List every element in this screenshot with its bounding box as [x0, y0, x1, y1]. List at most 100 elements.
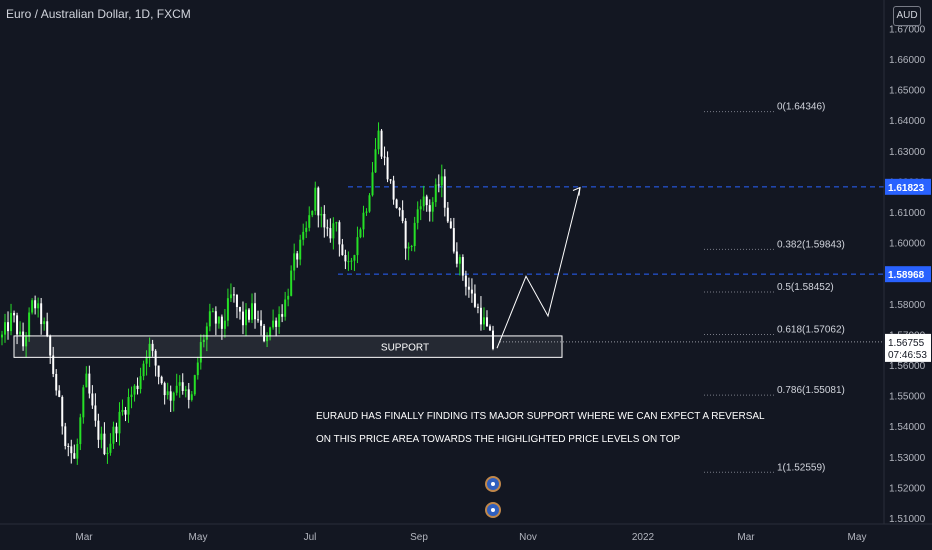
candle	[172, 391, 175, 412]
y-tick-label: 1.61000	[889, 208, 926, 219]
candle	[190, 391, 193, 402]
candle	[160, 375, 163, 385]
candle	[437, 174, 440, 193]
y-tick-label: 1.51000	[889, 514, 926, 525]
candle	[37, 297, 40, 318]
candle	[175, 373, 178, 396]
candle	[320, 206, 323, 228]
candle	[223, 309, 226, 338]
candle	[121, 399, 124, 416]
candle	[73, 444, 76, 459]
candle	[362, 205, 365, 238]
candle	[214, 306, 217, 336]
price-label-lower: 1.58968	[885, 266, 931, 283]
candle	[476, 303, 479, 314]
candle	[58, 385, 61, 398]
candle	[458, 254, 461, 276]
candle	[422, 185, 425, 211]
candle	[317, 186, 320, 228]
candle	[488, 324, 491, 331]
candle	[248, 308, 251, 323]
candle	[368, 193, 371, 213]
x-tick-label: May	[189, 532, 208, 543]
candle	[383, 146, 386, 166]
candle	[169, 385, 172, 412]
candle	[287, 288, 290, 307]
candle	[34, 295, 37, 315]
candle	[70, 439, 73, 464]
candle	[266, 332, 269, 348]
candle	[64, 422, 67, 450]
y-tick-label: 1.55000	[889, 392, 926, 403]
candle	[401, 200, 404, 224]
candle	[293, 243, 296, 281]
y-tick-label: 1.65000	[889, 86, 926, 97]
candle	[178, 375, 181, 398]
candle	[332, 217, 335, 250]
candle	[425, 194, 428, 212]
event-icon	[485, 476, 501, 492]
x-tick-label: 2022	[632, 532, 655, 543]
candle	[139, 367, 142, 394]
candle	[244, 303, 247, 337]
candle	[449, 218, 452, 229]
candle	[257, 310, 260, 323]
candle	[106, 447, 109, 464]
candle	[365, 208, 368, 216]
candle	[241, 301, 244, 335]
annotation-line: EURAUD HAS FINALLY FINDING ITS MAJOR SUP…	[316, 411, 765, 422]
candle	[55, 369, 58, 396]
projection-path	[496, 187, 581, 349]
candle	[428, 199, 431, 222]
candle	[392, 175, 395, 205]
fib-level-label: 0.5(1.58452)	[777, 282, 834, 293]
candle	[356, 226, 359, 264]
candle	[154, 349, 157, 377]
candle	[79, 413, 82, 451]
candle	[281, 304, 284, 323]
candle	[251, 293, 254, 324]
candle	[130, 386, 133, 409]
y-tick-label: 1.63000	[889, 147, 926, 158]
candle	[103, 422, 106, 456]
currency-button[interactable]: AUD	[893, 6, 921, 26]
y-tick-label: 1.60000	[889, 239, 926, 250]
candle	[67, 443, 70, 457]
candle	[133, 384, 136, 402]
candle	[136, 377, 139, 395]
candle	[238, 306, 241, 320]
candle	[470, 278, 473, 303]
candle	[112, 421, 115, 449]
candle	[1, 330, 3, 346]
candle	[419, 199, 422, 221]
candle	[208, 303, 211, 332]
y-tick-label: 1.67000	[889, 24, 926, 35]
candle	[157, 365, 160, 385]
candle	[263, 323, 266, 343]
fib-level-label: 0.618(1.57062)	[777, 325, 845, 336]
candle	[407, 242, 410, 261]
candle	[118, 402, 121, 446]
candle	[380, 128, 383, 160]
candle	[389, 179, 392, 184]
candle	[196, 356, 199, 380]
candle	[410, 244, 413, 252]
candle	[296, 250, 299, 268]
candle	[314, 181, 317, 215]
candle	[374, 138, 377, 174]
candle	[166, 382, 169, 400]
candle	[413, 216, 416, 252]
candle	[184, 385, 187, 398]
x-tick-label: Mar	[75, 532, 93, 543]
y-tick-label: 1.52000	[889, 483, 926, 494]
candle	[464, 270, 467, 296]
candle	[49, 334, 52, 364]
candle	[94, 393, 97, 427]
candle	[473, 284, 476, 309]
candle	[235, 293, 238, 319]
symbol-title: Euro / Australian Dollar, 1D, FXCM	[6, 7, 191, 21]
candle	[284, 291, 287, 321]
candle	[347, 251, 350, 271]
